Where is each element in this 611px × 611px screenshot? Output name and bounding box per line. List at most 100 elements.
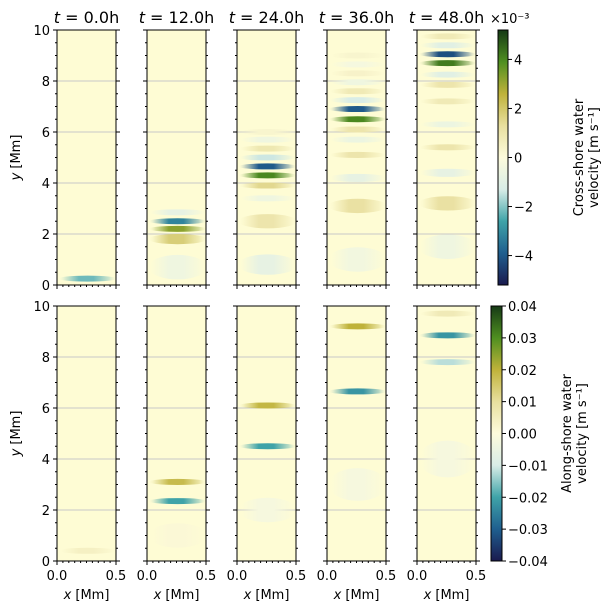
field-band: [148, 523, 206, 548]
field-band: [418, 332, 476, 339]
field-band: [418, 440, 476, 478]
x-tick-label: 0.5: [286, 569, 307, 584]
field-band: [328, 88, 386, 95]
field-band: [328, 323, 386, 330]
field-band: [148, 209, 206, 216]
x-axis-label: x [Mm]: [153, 588, 200, 603]
field-band: [418, 144, 476, 151]
field-band: [328, 79, 386, 86]
field-band: [238, 402, 296, 409]
colorbar: [497, 29, 509, 286]
colorbar-tick-label: 0.04: [508, 300, 537, 315]
x-tick-label: 0.0: [407, 569, 428, 584]
y-axis-label: y [Mm]: [9, 411, 24, 458]
panel-field: [57, 356, 116, 554]
panel-title: t = 36.0h: [319, 8, 395, 27]
y-tick-label: 8: [42, 351, 50, 366]
field-band: [328, 70, 386, 77]
field-band: [238, 497, 296, 523]
field-band: [328, 198, 386, 214]
x-tick-label: 0.5: [106, 569, 127, 584]
field-band: [238, 136, 296, 143]
field-band: [328, 126, 386, 133]
panel-title: t = 24.0h: [229, 8, 305, 27]
field-band: [418, 234, 476, 259]
colorbar-tick-label: 0.02: [508, 364, 537, 379]
panel-background: [237, 306, 296, 561]
field-band: [328, 136, 386, 143]
field-band: [418, 51, 476, 58]
field-band: [418, 81, 476, 88]
field-band: [238, 145, 296, 152]
field-band: [148, 498, 206, 505]
x-axis-label: x [Mm]: [243, 588, 290, 603]
y-tick-label: 4: [42, 177, 50, 192]
field-band: [238, 443, 296, 450]
field-band: [328, 97, 386, 104]
field-band: [148, 218, 206, 225]
y-tick-label: 6: [42, 126, 50, 141]
field-band: [148, 234, 206, 245]
y-tick-label: 0: [42, 279, 50, 294]
colorbar-label: Cross-shore water: [572, 98, 587, 216]
y-tick-label: 2: [42, 228, 50, 243]
field-band: [238, 214, 296, 229]
y-tick-label: 10: [33, 300, 50, 315]
field-band: [418, 168, 476, 177]
field-band: [418, 33, 476, 40]
colorbar-tick-label: 0.01: [508, 396, 537, 411]
panel-field: [417, 310, 476, 511]
panel-field: [327, 323, 386, 511]
colorbar-label: velocity [m s⁻¹]: [587, 107, 602, 208]
field-band: [418, 98, 476, 105]
colorbar-tick-label: 0.00: [508, 428, 537, 443]
field-band: [418, 60, 476, 67]
field-band: [328, 61, 386, 68]
y-tick-label: 4: [42, 453, 50, 468]
y-tick-label: 0: [42, 555, 50, 570]
x-tick-label: 0.0: [47, 569, 68, 584]
colorbar-tick-label: 0: [514, 152, 522, 167]
field-band: [328, 247, 386, 272]
colorbar-multiplier: ×10⁻³: [490, 12, 530, 27]
field-band: [148, 478, 206, 486]
colorbar-tick-label: −0.03: [508, 523, 548, 538]
x-axis-label: x [Mm]: [333, 588, 380, 603]
panel-field: [327, 52, 386, 272]
field-band: [418, 196, 476, 211]
field-band: [418, 71, 476, 78]
field-band: [328, 151, 386, 159]
field-band: [58, 275, 116, 282]
y-tick-label: 10: [33, 24, 50, 39]
colorbar-tick-label: −0.04: [508, 555, 548, 570]
colorbar: [490, 305, 503, 562]
colorbar-label: velocity [m s⁻¹]: [575, 383, 590, 484]
field-band: [418, 359, 476, 366]
panel-title: t = 0.0h: [54, 8, 119, 27]
x-axis-label: x [Mm]: [63, 588, 110, 603]
field-band: [418, 42, 476, 49]
colorbar-tick-label: 2: [514, 102, 522, 117]
field-band: [238, 154, 296, 161]
field-band: [328, 468, 386, 501]
y-tick-label: 2: [42, 504, 50, 519]
field-band: [328, 52, 386, 59]
colorbar-tick-label: −2: [514, 201, 533, 216]
field-band: [328, 173, 386, 182]
panel-background: [147, 30, 206, 285]
field-band: [238, 182, 296, 189]
x-axis-label: x [Mm]: [423, 588, 470, 603]
colorbar-tick-label: −4: [514, 250, 533, 265]
y-tick-label: 6: [42, 402, 50, 417]
panel-field: [237, 356, 296, 523]
panel-title: t = 12.0h: [139, 8, 215, 27]
field-band: [328, 116, 386, 123]
y-axis-label: y [Mm]: [9, 135, 24, 182]
colorbar-tick-label: 0.03: [508, 332, 537, 347]
x-tick-label: 0.0: [227, 569, 248, 584]
x-tick-label: 0.0: [317, 569, 338, 584]
x-tick-label: 0.5: [196, 569, 217, 584]
field-band: [58, 547, 116, 554]
field-band: [418, 121, 476, 128]
